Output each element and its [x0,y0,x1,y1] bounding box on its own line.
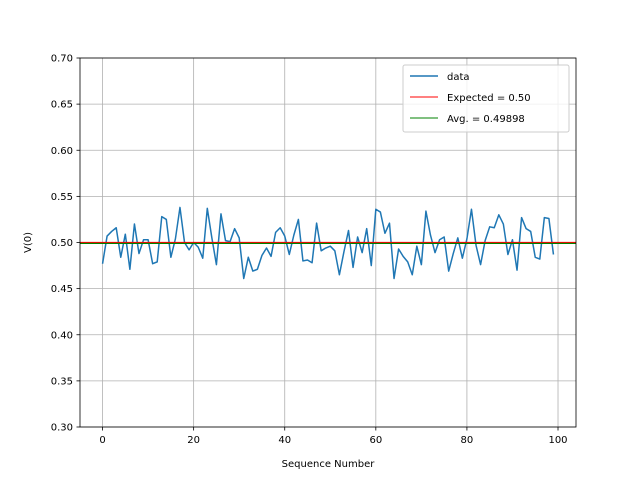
legend-label-expected: Expected = 0.50 [447,93,531,104]
x-tick-label: 40 [278,435,291,446]
y-axis-label: V(0) [23,232,34,253]
y-tick-label: 0.45 [51,284,73,295]
y-tick-label: 0.70 [51,54,73,65]
x-axis-label: Sequence Number [282,459,376,470]
y-tick-label: 0.65 [51,100,73,111]
x-tick-label: 100 [548,435,567,446]
x-tick-label: 60 [369,435,382,446]
x-tick-label: 80 [461,435,474,446]
y-tick-label: 0.50 [51,238,73,249]
legend: data Expected = 0.50 Avg. = 0.49898 [402,64,570,133]
x-tick-label: 20 [187,435,200,446]
legend-frame [402,64,570,133]
axis-ticks: 0 20 40 60 80 100 0.30 0.35 0.40 0.45 0.50 0.55 0.60… [51,54,568,447]
y-tick-label: 0.40 [51,330,73,341]
y-tick-label: 0.30 [51,423,73,434]
series-line-data [101,206,555,280]
y-tick-label: 0.60 [51,146,73,157]
plot-series [80,206,576,280]
legend-label-data: data [447,72,470,83]
y-tick-label: 0.55 [51,192,73,203]
x-tick-label: 0 [99,435,105,446]
legend-label-average: Avg. = 0.49898 [447,114,525,125]
y-tick-label: 0.35 [51,376,73,387]
